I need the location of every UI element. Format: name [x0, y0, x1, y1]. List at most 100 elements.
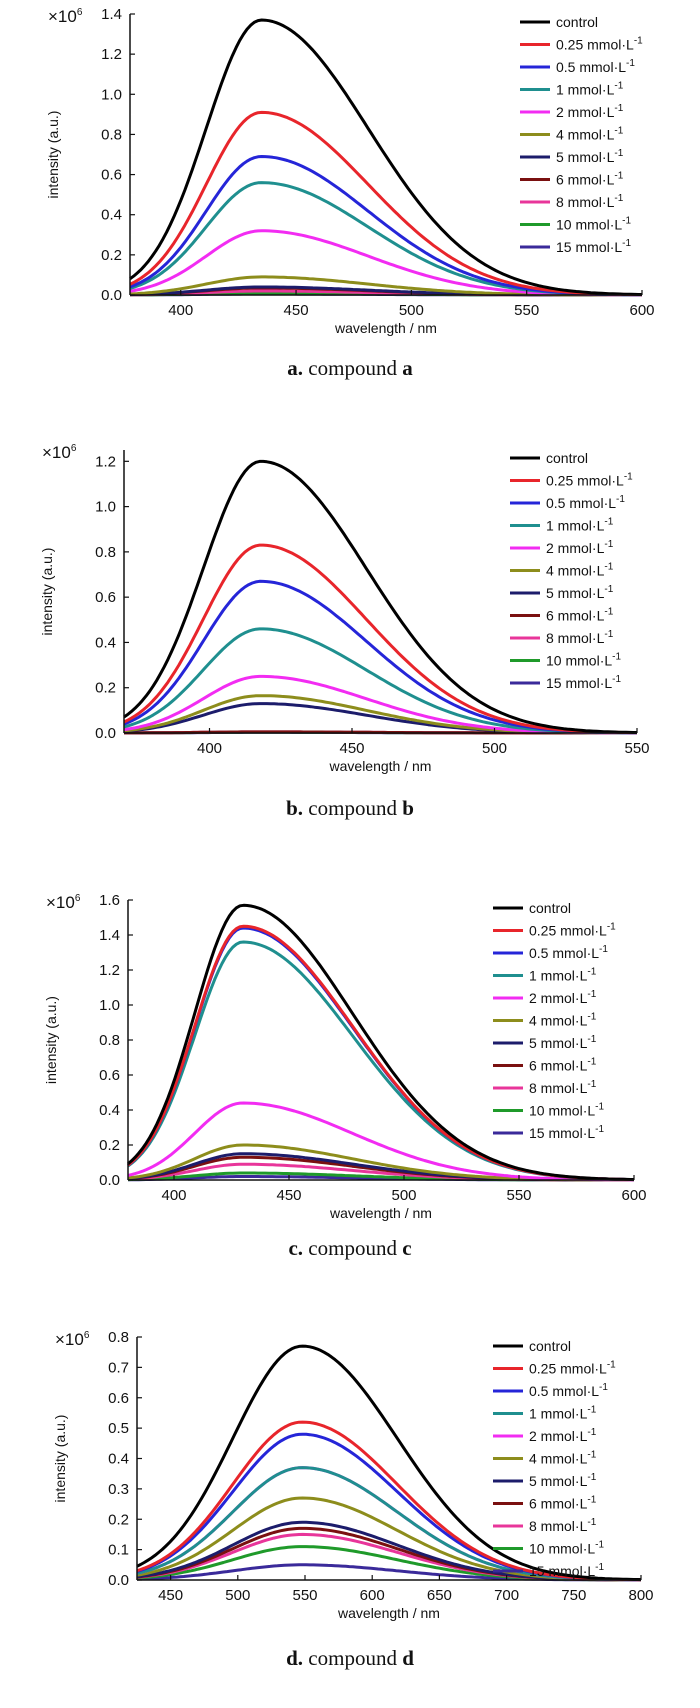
x-tick-label: 700: [494, 1587, 519, 1604]
x-axis-label: wavelength / nm: [334, 320, 437, 336]
y-multiplier-label: ×106: [55, 1330, 90, 1349]
legend-label-c1: 1 mmol·L-1: [529, 1405, 597, 1422]
legend-label-control: control: [529, 1338, 571, 1354]
y-axis-label: intensity (a.u.): [39, 548, 55, 636]
legend-label-c4: 4 mmol·L-1: [529, 1012, 597, 1029]
legend-label-control: control: [529, 900, 571, 916]
legend-label-c5: 5 mmol·L-1: [529, 1472, 597, 1489]
x-axis-label: wavelength / nm: [337, 1605, 440, 1621]
legend-label-c6: 6 mmol·L-1: [529, 1495, 597, 1512]
y-tick-label: 0.2: [95, 680, 116, 697]
x-tick-label: 500: [225, 1587, 250, 1604]
figure-caption: d. compound d: [286, 1646, 414, 1670]
x-tick-label: 600: [360, 1587, 385, 1604]
x-tick-label: 600: [629, 302, 654, 319]
x-axis-label: wavelength / nm: [329, 1205, 432, 1221]
legend-label-c6: 6 mmol·L-1: [529, 1057, 597, 1074]
legend-label-c5: 5 mmol·L-1: [556, 148, 624, 165]
x-tick-label: 450: [339, 740, 364, 757]
legend-label-c8: 8 mmol·L-1: [546, 629, 614, 646]
figure-caption: b. compound b: [286, 796, 414, 820]
x-tick-label: 500: [399, 302, 424, 319]
legend-label-c4: 4 mmol·L-1: [556, 126, 624, 143]
y-tick-label: 0.0: [108, 1572, 129, 1589]
x-tick-label: 450: [158, 1587, 183, 1604]
x-tick-label: 550: [506, 1187, 531, 1204]
y-tick-label: 0.4: [99, 1102, 120, 1119]
y-tick-label: 0.1: [108, 1542, 129, 1559]
legend-label-c5: 5 mmol·L-1: [529, 1034, 597, 1051]
series-line-c025: [127, 924, 635, 1182]
legend-label-c1: 1 mmol·L-1: [546, 517, 614, 534]
legend-label-c025: 0.25 mmol·L-1: [529, 1360, 616, 1377]
figure-caption: a. compound a: [287, 356, 413, 380]
legend-label-c10: 10 mmol·L-1: [529, 1102, 604, 1119]
y-multiplier-label: ×106: [48, 7, 83, 26]
x-tick-label: 550: [624, 740, 649, 757]
y-axis-label: intensity (a.u.): [45, 111, 61, 199]
y-tick-label: 1.6: [99, 892, 120, 909]
figure-caption: c. compound c: [288, 1236, 411, 1260]
y-tick-label: 0.8: [108, 1329, 129, 1346]
series-line-control: [127, 903, 634, 1181]
legend-label-c15: 15 mmol·L-1: [546, 674, 621, 691]
legend: control 0.25 mmol·L-1 0.5 mmol·L-1 1 mmol·L…: [520, 14, 643, 255]
y-tick-label: 0.2: [99, 1137, 120, 1154]
y-tick-label: 1.2: [95, 453, 116, 470]
y-tick-label: 0.2: [101, 247, 122, 264]
y-tick-label: 0.3: [108, 1481, 129, 1498]
chart-panel-3: ×106 0.0 0.2 0.4 0.6 0.8 1.0 1.2 1.4 1.6 400 450 500…: [43, 892, 647, 1260]
legend-label-c5: 5 mmol·L-1: [546, 584, 614, 601]
series-line-control: [136, 1344, 642, 1582]
x-tick-label: 750: [561, 1587, 586, 1604]
legend-label-c10: 10 mmol·L-1: [529, 1540, 604, 1557]
legend: control 0.25 mmol·L-1 0.5 mmol·L-1 1 mmol·L…: [493, 900, 616, 1141]
y-tick-label: 0.8: [95, 544, 116, 561]
legend-label-c025: 0.25 mmol·L-1: [529, 922, 616, 939]
chart-panel-2: ×106 0.0 0.2 0.4 0.6 0.8 1.0 1.2 400 450 500 550 wav…: [39, 443, 650, 820]
y-tick-label: 0.2: [108, 1511, 129, 1528]
y-tick-label: 0.0: [95, 725, 116, 742]
legend-label-c2: 2 mmol·L-1: [546, 539, 614, 556]
legend-label-c4: 4 mmol·L-1: [529, 1450, 597, 1467]
series-line-c025: [129, 110, 643, 297]
y-tick-label: 1.0: [101, 86, 122, 103]
y-tick-label: 0.4: [108, 1451, 129, 1468]
legend-label-c6: 6 mmol·L-1: [556, 171, 624, 188]
x-tick-label: 650: [427, 1587, 452, 1604]
series-line-control: [129, 18, 642, 296]
legend-label-c6: 6 mmol·L-1: [546, 607, 614, 624]
y-tick-label: 0.6: [108, 1390, 129, 1407]
x-tick-label: 450: [284, 302, 309, 319]
legend-label-c8: 8 mmol·L-1: [529, 1079, 597, 1096]
legend-label-c05: 0.5 mmol·L-1: [529, 944, 608, 961]
legend-label-c10: 10 mmol·L-1: [556, 216, 631, 233]
legend-label-c15: 15 mmol·L-1: [529, 1562, 604, 1579]
legend-label-c2: 2 mmol·L-1: [529, 989, 597, 1006]
legend-label-c8: 8 mmol·L-1: [556, 193, 624, 210]
y-multiplier-label: ×106: [46, 893, 81, 912]
y-tick-label: 1.4: [99, 927, 120, 944]
y-tick-label: 1.0: [95, 499, 116, 516]
y-tick-label: 1.0: [99, 997, 120, 1014]
y-axis-label: intensity (a.u.): [52, 1415, 68, 1503]
series-line-control: [123, 459, 637, 734]
chart-panel-4: ×106 0.0 0.1 0.2 0.3 0.4 0.5 0.6 0.7 0.8 450 500 550…: [52, 1329, 654, 1670]
legend-label-c2: 2 mmol·L-1: [529, 1427, 597, 1444]
legend-label-control: control: [556, 14, 598, 30]
legend: control 0.25 mmol·L-1 0.5 mmol·L-1 1 mmol·L…: [510, 450, 633, 691]
legend-label-c05: 0.5 mmol·L-1: [529, 1382, 608, 1399]
y-tick-label: 1.2: [101, 46, 122, 63]
series-line-c025: [123, 543, 638, 735]
x-tick-label: 400: [161, 1187, 186, 1204]
x-tick-label: 500: [391, 1187, 416, 1204]
legend-label-c1: 1 mmol·L-1: [529, 967, 597, 984]
legend-label-control: control: [546, 450, 588, 466]
x-tick-label: 450: [276, 1187, 301, 1204]
legend-label-c10: 10 mmol·L-1: [546, 652, 621, 669]
y-tick-label: 1.4: [101, 6, 122, 23]
series-line-c025: [136, 1420, 641, 1582]
legend-label-c8: 8 mmol·L-1: [529, 1517, 597, 1534]
y-tick-label: 0.4: [95, 634, 116, 651]
